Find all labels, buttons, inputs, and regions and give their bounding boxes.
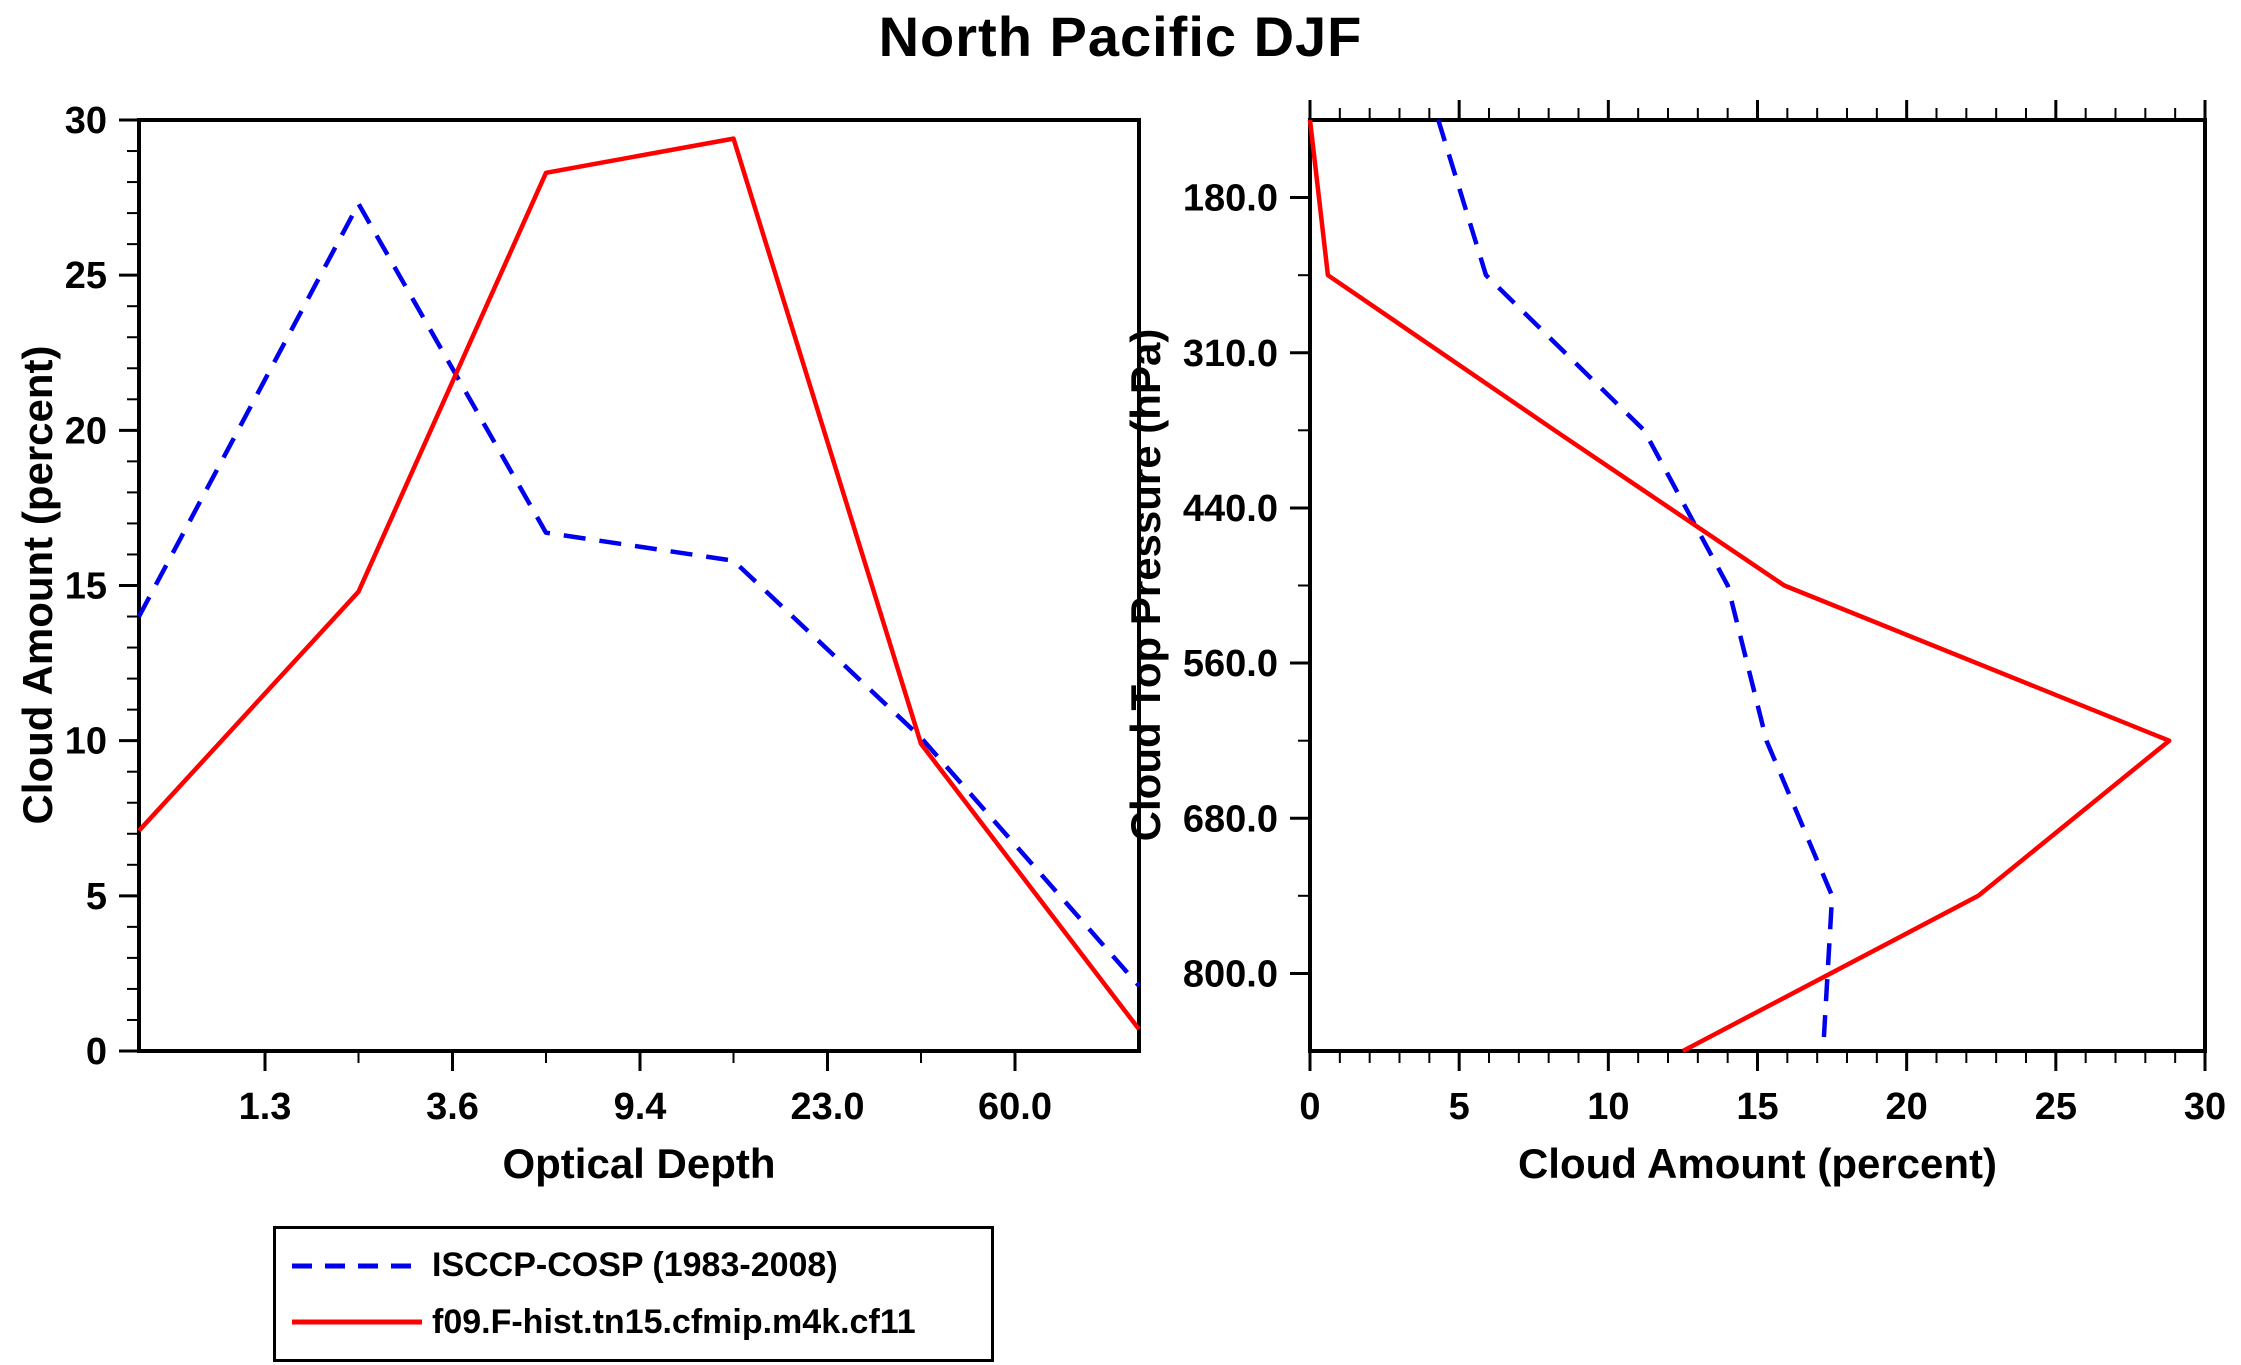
x-tick-label: 15 — [1736, 1086, 1778, 1128]
right-panel-xlabel: Cloud Amount (percent) — [1517, 1140, 1998, 1187]
legend-line-sample — [292, 1319, 422, 1325]
y-tick-label: 800.0 — [1183, 953, 1278, 995]
series-line-obs — [137, 201, 1141, 988]
y-tick-label: 680.0 — [1183, 798, 1278, 840]
y-tick-label: 15 — [65, 566, 107, 608]
x-tick-label: 25 — [2035, 1086, 2077, 1128]
y-tick-label: 0 — [86, 1031, 107, 1073]
y-tick-label: 180.0 — [1183, 178, 1278, 220]
series-line-model — [1307, 119, 2172, 1053]
legend-label: f09.F-hist.tn15.cfmip.m4k.cf11 — [432, 1302, 916, 1341]
y-tick-label: 310.0 — [1183, 333, 1278, 375]
legend-item: f09.F-hist.tn15.cfmip.m4k.cf11 — [292, 1303, 991, 1342]
x-tick-label: 10 — [1587, 1086, 1629, 1128]
x-tick-label: 23.0 — [791, 1086, 865, 1128]
y-tick-label: 560.0 — [1183, 643, 1278, 685]
x-tick-label: 9.4 — [614, 1086, 667, 1128]
legend: ISCCP-COSP (1983-2008) f09.F-hist.tn15.cf… — [273, 1226, 994, 1362]
optical-depth-panel: 1.3 3.6 9.4 23.0 60.0 0 5 10 15 20 25 30 — [65, 100, 1141, 1128]
x-tick-label: 20 — [1886, 1086, 1928, 1128]
plot-frame — [1308, 118, 2207, 1053]
right-panel-ylabel: Cloud Top Pressure (hPa) — [1122, 328, 1169, 842]
legend-item: ISCCP-COSP (1983-2008) — [292, 1246, 991, 1285]
series-line-obs — [1436, 119, 1835, 1052]
legend-line-sample — [292, 1263, 422, 1269]
ctp-panel: 0 5 10 15 20 25 30 180.0 310.0 440.0 560.0 680.0 800… — [1183, 100, 2226, 1128]
y-tick-label: 30 — [65, 100, 107, 142]
x-tick-label: 1.3 — [239, 1086, 292, 1128]
x-tick-label: 3.6 — [426, 1086, 479, 1128]
legend-label: ISCCP-COSP (1983-2008) — [432, 1246, 838, 1285]
y-tick-label: 25 — [65, 255, 107, 297]
x-tick-label: 5 — [1449, 1086, 1470, 1128]
left-panel-xlabel: Optical Depth — [502, 1140, 776, 1187]
x-tick-label: 60.0 — [978, 1086, 1052, 1128]
series-line-model — [137, 136, 1141, 1031]
y-tick-label: 440.0 — [1183, 488, 1278, 530]
chart-title: North Pacific DJF — [878, 5, 1363, 68]
x-tick-label: 0 — [1299, 1086, 1320, 1128]
y-tick-label: 5 — [86, 876, 107, 918]
x-tick-label: 30 — [2184, 1086, 2226, 1128]
plot-frame — [137, 118, 1141, 1053]
y-tick-label: 10 — [65, 721, 107, 763]
y-tick-label: 20 — [65, 410, 107, 452]
left-panel-ylabel: Cloud Amount (percent) — [14, 345, 61, 825]
